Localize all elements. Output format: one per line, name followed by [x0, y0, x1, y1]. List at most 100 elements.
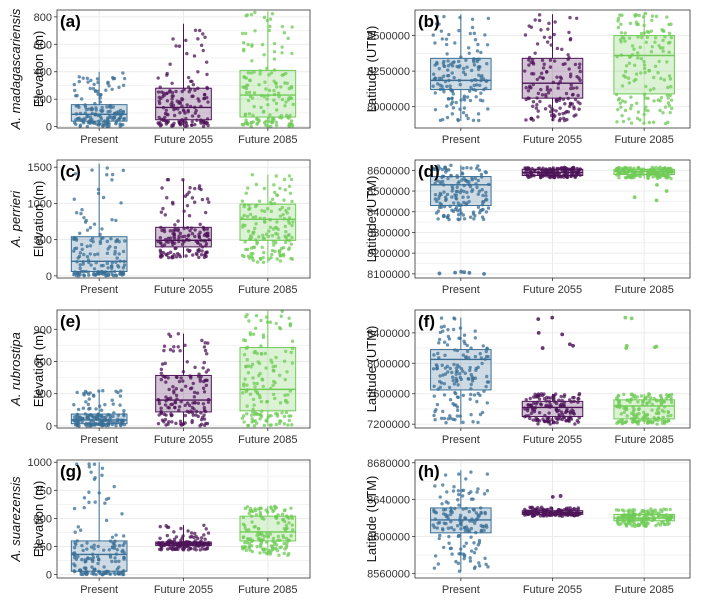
series-future-2085: [239, 504, 297, 557]
data-point: [529, 411, 534, 415]
x-tick-label: Future 2055: [154, 284, 213, 296]
x-tick-label: Present: [80, 434, 118, 446]
panel-letter: (c): [60, 162, 81, 181]
data-point: [432, 384, 436, 388]
data-point: [244, 365, 248, 369]
data-point: [486, 16, 491, 21]
data-point: [577, 416, 581, 420]
data-point: [121, 266, 126, 270]
data-point: [545, 85, 550, 89]
data-point: [287, 246, 292, 250]
data-point: [248, 78, 252, 82]
data-point: [116, 420, 120, 424]
data-point: [192, 54, 197, 58]
data-point: [245, 345, 250, 349]
data-point: [247, 544, 252, 549]
data-point: [290, 223, 294, 228]
data-point: [665, 15, 669, 19]
data-point: [163, 403, 168, 407]
data-point: [169, 540, 174, 544]
data-point: [629, 95, 633, 99]
series-future-2055: [521, 494, 584, 518]
data-point: [200, 197, 205, 202]
data-point: [72, 82, 76, 87]
data-point: [615, 518, 620, 522]
data-point: [458, 15, 462, 20]
data-point: [87, 490, 91, 494]
data-point: [161, 206, 165, 211]
data-point: [552, 420, 556, 425]
data-point: [284, 536, 289, 541]
data-point: [433, 107, 438, 112]
series-future-2085: [239, 10, 297, 129]
data-point: [166, 255, 171, 260]
data-point: [180, 388, 184, 392]
data-point: [462, 106, 467, 110]
data-point: [82, 117, 86, 121]
data-point: [473, 354, 478, 359]
data-point: [551, 112, 556, 117]
data-point: [177, 101, 181, 105]
data-point: [187, 403, 192, 408]
data-point: [644, 395, 648, 400]
data-point: [446, 417, 450, 421]
data-point: [106, 266, 110, 270]
data-point: [638, 118, 642, 122]
data-point: [81, 76, 85, 80]
data-point: [179, 376, 183, 380]
data-point: [432, 353, 436, 357]
data-point: [113, 421, 117, 425]
data-point: [183, 343, 187, 348]
data-point: [180, 89, 184, 94]
data-point: [616, 16, 621, 21]
y-tick-label: 250: [34, 542, 52, 554]
data-point: [185, 401, 190, 405]
data-point: [113, 252, 117, 256]
data-point: [274, 240, 278, 245]
data-point: [108, 109, 112, 114]
data-point: [449, 519, 453, 524]
data-point: [157, 99, 161, 103]
data-point: [159, 546, 164, 550]
data-point: [280, 512, 285, 517]
data-point: [245, 313, 249, 317]
data-point: [644, 84, 648, 89]
data-point: [646, 96, 650, 101]
x-tick-label: Future 2085: [615, 284, 674, 296]
data-point: [639, 71, 643, 75]
data-point: [188, 186, 192, 190]
data-point: [258, 395, 262, 400]
data-point: [269, 209, 274, 214]
data-point: [555, 173, 560, 177]
data-point: [618, 101, 622, 105]
data-point: [113, 556, 117, 560]
data-point: [252, 91, 257, 95]
data-point: [171, 385, 175, 389]
data-point: [665, 176, 670, 180]
data-point: [439, 416, 444, 421]
data-point: [162, 348, 166, 353]
data-point: [476, 515, 480, 520]
data-point: [246, 71, 251, 75]
data-point: [184, 116, 188, 121]
data-point: [644, 105, 648, 109]
outlier-point: [459, 269, 464, 274]
data-point: [245, 404, 249, 408]
data-point: [644, 40, 648, 44]
data-point: [80, 208, 84, 212]
data-point: [262, 550, 266, 554]
data-point: [190, 119, 195, 124]
data-point: [97, 389, 101, 393]
data-point: [261, 110, 266, 114]
data-point: [255, 260, 260, 264]
data-point: [252, 104, 256, 109]
data-point: [477, 564, 482, 568]
data-point: [177, 119, 181, 123]
data-point: [557, 112, 562, 116]
data-point: [281, 518, 285, 522]
data-point: [538, 75, 542, 79]
data-point: [453, 348, 457, 352]
data-point: [451, 378, 455, 383]
data-point: [539, 28, 543, 32]
data-point: [183, 413, 188, 418]
